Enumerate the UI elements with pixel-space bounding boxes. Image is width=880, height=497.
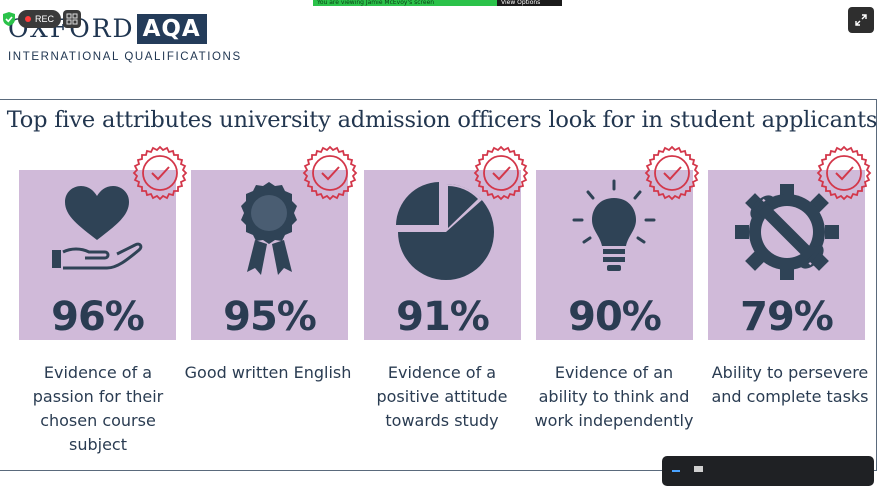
- slide-title: Top five attributes university admission…: [6, 107, 878, 133]
- logo-word-aqa: AQA: [136, 14, 207, 44]
- attribute-percent: 96%: [51, 294, 145, 340]
- attribute-label-4: Evidence of an ability to think and work…: [534, 363, 694, 430]
- award-rosette-icon: [241, 182, 297, 275]
- fullscreen-button[interactable]: [848, 7, 874, 33]
- recording-controls: REC: [2, 10, 82, 28]
- check-badge-icon: [816, 145, 872, 201]
- attribute-card-2: 95%: [191, 170, 348, 340]
- attribute-percent: 90%: [568, 294, 662, 340]
- attribute-percent: 95%: [223, 294, 317, 340]
- attribute-card-5: 79%: [708, 170, 865, 340]
- share-banner-text: You are viewing Jamie McEvoy's screen: [313, 0, 497, 6]
- attribute-percent: 91%: [396, 294, 490, 340]
- attribute-card-1: 96%: [19, 170, 176, 340]
- recording-indicator[interactable]: REC: [18, 10, 62, 28]
- record-dot-icon: [25, 16, 31, 22]
- logo-subtitle: INTERNATIONAL QUALIFICATIONS: [8, 51, 242, 63]
- minimize-icon[interactable]: [672, 470, 680, 472]
- check-badge-icon: [644, 145, 700, 201]
- window-icon[interactable]: [694, 466, 703, 472]
- attribute-label-2: Good written English: [184, 363, 352, 382]
- attribute-label-3: Evidence of a positive attitude towards …: [376, 363, 508, 430]
- check-badge-icon: [132, 145, 188, 201]
- meeting-toolbar[interactable]: [662, 456, 874, 486]
- pie-chart-icon: [396, 182, 494, 280]
- rec-label: REC: [35, 14, 55, 24]
- heart-in-hand-icon: [52, 186, 143, 270]
- attribute-label-1: Evidence of a passion for their chosen c…: [32, 363, 164, 454]
- light-bulb-icon: [572, 179, 656, 271]
- check-badge-icon: [473, 145, 529, 201]
- expand-icon: [855, 14, 867, 26]
- attribute-label-5: Ability to persevere and complete tasks: [711, 363, 869, 406]
- grid-icon: [66, 13, 78, 25]
- attribute-card-3: 91%: [364, 170, 521, 340]
- screen-share-banner: You are viewing Jamie McEvoy's screen Vi…: [313, 0, 562, 6]
- security-shield-icon: [3, 12, 15, 26]
- attribute-card-4: 90%: [536, 170, 693, 340]
- view-options-button[interactable]: View Options: [497, 0, 562, 6]
- layout-button[interactable]: [63, 10, 82, 28]
- gear-wrench-icon: [735, 184, 839, 280]
- slide-frame: [0, 99, 877, 471]
- attribute-percent: 79%: [740, 294, 834, 340]
- check-badge-icon: [302, 145, 358, 201]
